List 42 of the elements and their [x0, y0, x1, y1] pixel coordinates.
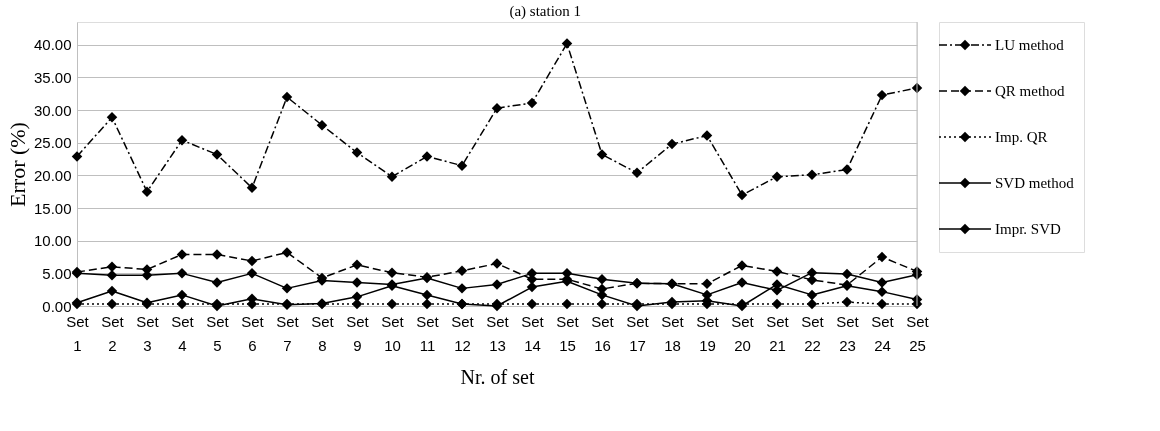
x-tick-label: Set 20 [731, 312, 755, 354]
x-tick-label: Set 13 [486, 312, 510, 354]
y-tick-label: 30.00 [33, 101, 72, 119]
x-tick-label: Set 3 [136, 312, 160, 354]
legend-label: Impr. SVD [995, 221, 1061, 237]
legend-label: Imp. QR [995, 129, 1048, 145]
x-tick-label: Set 17 [626, 312, 650, 354]
x-tick-label: Set 2 [101, 312, 125, 354]
x-tick-label: Set 14 [521, 312, 545, 354]
y-tick-label: 10.00 [33, 232, 72, 250]
x-tick-label: Set 11 [416, 312, 440, 354]
x-tick-label: Set 15 [556, 312, 580, 354]
y-tick-label: 5.00 [42, 264, 72, 282]
x-tick-label: Set 16 [591, 312, 615, 354]
x-tick-label: Set 21 [766, 312, 790, 354]
x-tick-label: Set 8 [311, 312, 335, 354]
x-tick-label: Set 9 [346, 312, 370, 354]
legend-label: SVD method [995, 175, 1075, 191]
y-tick-label: 40.00 [33, 36, 72, 54]
y-tick-label: 0.00 [42, 297, 72, 315]
x-tick-label: Set 10 [381, 312, 405, 354]
x-tick-label: Set 4 [171, 312, 195, 354]
legend-label: LU method [995, 37, 1065, 53]
y-tick-label: 20.00 [33, 166, 72, 184]
x-axis-title: Nr. of set [460, 365, 535, 388]
x-tick-label: Set 19 [696, 312, 720, 354]
x-tick-label: Set 1 [66, 312, 90, 354]
x-tick-label: Set 5 [206, 312, 230, 354]
x-tick-label: Set 22 [801, 312, 825, 354]
x-tick-label: Set 6 [241, 312, 265, 354]
x-tick-label: Set 25 [906, 312, 930, 354]
y-tick-label: 35.00 [33, 68, 72, 86]
x-tick-label: Set 18 [661, 312, 685, 354]
x-tick-label: Set 23 [836, 312, 860, 354]
x-tick-label: Set 12 [451, 312, 475, 354]
legend-label: QR method [995, 83, 1066, 99]
x-tick-label: Set 24 [871, 312, 895, 354]
x-tick-label: Set 7 [276, 312, 300, 354]
y-tick-label: 15.00 [33, 199, 72, 217]
y-axis-title: Error (%) [4, 122, 30, 207]
chart-title: (a) station 1 [509, 3, 582, 20]
y-tick-label: 25.00 [33, 134, 72, 152]
